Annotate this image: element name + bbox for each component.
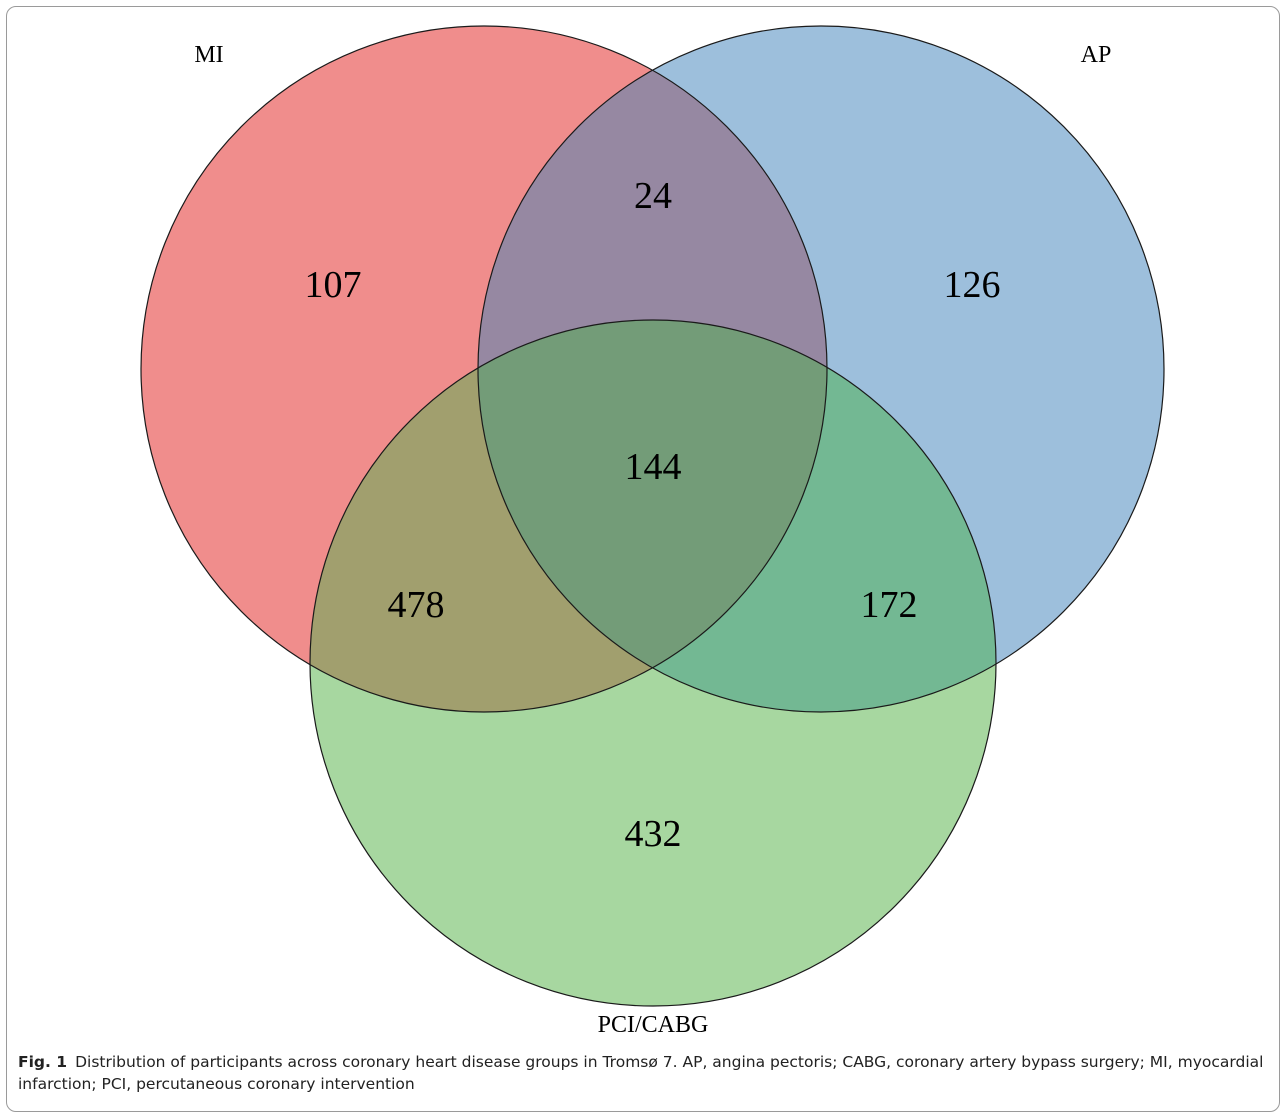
circle-outlines <box>140 25 1165 1007</box>
figure-caption: Fig. 1 Distribution of participants acros… <box>18 1051 1273 1095</box>
mi-ap-pci-count: 144 <box>625 446 682 488</box>
figure-frame <box>6 6 1280 1112</box>
caption-text: Distribution of participants across coro… <box>18 1053 1264 1093</box>
ap-pci-count: 172 <box>861 584 918 626</box>
venn-diagram: MI AP PCI/CABG 107 126 24 144 478 172 43… <box>140 25 1165 1038</box>
mi-set-label: MI <box>194 42 223 68</box>
pci-cabg-set-label: PCI/CABG <box>598 1012 709 1038</box>
mi-pci-count: 478 <box>388 584 445 626</box>
mi-ap-count: 24 <box>634 175 672 217</box>
pci-only-count: 432 <box>625 813 682 855</box>
mi-only-count: 107 <box>305 264 362 306</box>
figure-number: Fig. 1 <box>18 1053 68 1071</box>
ap-only-count: 126 <box>944 264 1001 306</box>
ap-set-label: AP <box>1081 42 1112 68</box>
